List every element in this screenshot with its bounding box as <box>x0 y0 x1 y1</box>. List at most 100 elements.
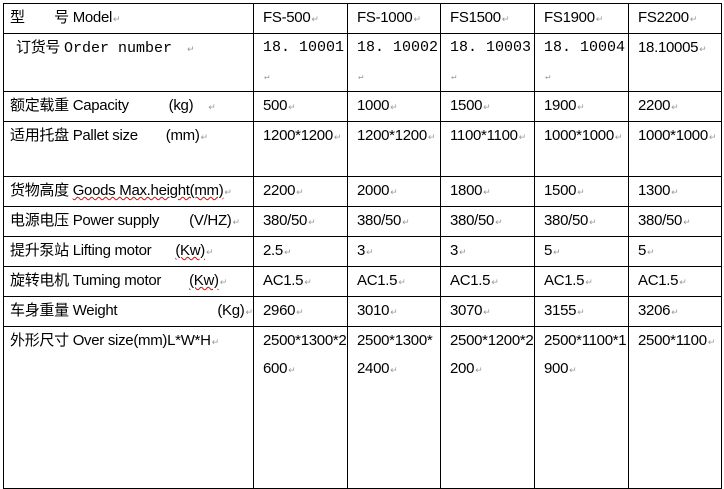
cell-fs1900: 1900 <box>534 91 629 122</box>
cell-fs1500: 3070 <box>440 296 535 327</box>
cell-value: 2960 <box>263 302 303 319</box>
label-unit: (Kw) <box>189 272 219 289</box>
cell-fs-500: 380/50 <box>253 206 348 237</box>
row-label: 型 号 Model <box>3 3 254 34</box>
table-row: 提升泵站 Lifting motor (Kw) 2.5 3 3 5 5 <box>3 236 722 267</box>
row-label: 订货号 Order number <box>3 33 254 92</box>
label-unit: (Kw) <box>175 242 205 259</box>
cell-value: 18. 10003 <box>450 39 531 84</box>
cell-fs-1000: 3010 <box>347 296 441 327</box>
cell-value: 3206 <box>638 302 678 319</box>
cell-fs-500: 18. 10001 <box>253 33 348 92</box>
cell-value: 2500*1100*1900 <box>544 332 627 377</box>
cell-fs-1000: 1000 <box>347 91 441 122</box>
label-en: Weight <box>72 302 118 319</box>
cell-fs2200: 380/50 <box>628 206 722 237</box>
cell-fs-1000: 18. 10002 <box>347 33 441 92</box>
row-label: 额定载重 Capacity (kg) <box>3 91 254 122</box>
cell-fs-1000: 1200*1200 <box>347 121 441 177</box>
label-cn: 适用托盘 <box>10 127 69 144</box>
label-cn: 外形尺寸 <box>10 332 69 349</box>
cell-value: FS1500 <box>450 9 509 26</box>
cell-value: 2.5 <box>263 242 291 259</box>
table-row: 型 号 Model FS-500 FS-1000 FS1500 FS1900 FS2200 <box>3 3 722 34</box>
label-en: Over size(mm)L*W*H <box>72 332 211 349</box>
row-label: 适用托盘 Pallet size (mm) <box>3 121 254 177</box>
cell-fs1500: 1800 <box>440 176 535 207</box>
cell-value: 380/50 <box>357 212 409 229</box>
label-cn: 车身重量 <box>10 302 69 319</box>
table-row: 外形尺寸 Over size(mm)L*W*H2500*1300*2600250… <box>3 326 722 489</box>
label-en: Capacity <box>72 97 129 114</box>
cell-fs1500: AC1.5 <box>440 266 535 297</box>
cell-value: 2500*1300*2600 <box>263 332 347 377</box>
cell-fs-500: FS-500 <box>253 3 348 34</box>
cell-fs-1000: FS-1000 <box>347 3 441 34</box>
cell-fs-1000: 3 <box>347 236 441 267</box>
label-en: Lifting motor <box>72 242 152 259</box>
table-row: 电源电压 Power supply (V/HZ) 380/50 380/50 380/5… <box>3 206 722 237</box>
cell-fs1500: FS1500 <box>440 3 535 34</box>
cell-fs-1000: 2500*1300*2400 <box>347 326 441 489</box>
label-unit: (kg) <box>168 97 194 114</box>
cell-fs1900: 1500 <box>534 176 629 207</box>
label-en: Order number <box>63 40 173 57</box>
cell-value: 1200*1200 <box>357 127 435 144</box>
cell-fs2200: 3206 <box>628 296 722 327</box>
cell-value: 500 <box>263 97 295 114</box>
cell-fs1900: 380/50 <box>534 206 629 237</box>
table-row: 额定载重 Capacity (kg) 500 1000 1500 1900 2200 <box>3 91 722 122</box>
cell-fs1500: 1500 <box>440 91 535 122</box>
cell-value: AC1.5 <box>263 272 311 289</box>
cell-fs-1000: 380/50 <box>347 206 441 237</box>
cell-fs2200: 1000*1000 <box>628 121 722 177</box>
cell-fs1900: 18. 10004 <box>534 33 629 92</box>
cell-value: 2200 <box>263 182 303 199</box>
cell-fs1900: 3155 <box>534 296 629 327</box>
cell-fs1500: 3 <box>440 236 535 267</box>
cell-value: 5 <box>638 242 654 259</box>
cell-value: FS2200 <box>638 9 697 26</box>
cell-fs1500: 2500*1200*2200 <box>440 326 535 489</box>
label-unit: (mm) <box>165 127 200 144</box>
label-cn: 订货号 <box>16 39 61 56</box>
cell-value: 3 <box>450 242 466 259</box>
cell-value: 2500*1100 <box>638 332 715 349</box>
cell-fs-500: 2.5 <box>253 236 348 267</box>
label-en: Goods Max.height(mm) <box>72 182 224 199</box>
label-cn: 电源电压 <box>10 212 69 229</box>
cell-value: 1800 <box>450 182 490 199</box>
cell-fs-500: 2200 <box>253 176 348 207</box>
cell-value: 1000*1000 <box>638 127 716 144</box>
label-en: Power supply <box>72 212 160 229</box>
row-label: 旋转电机 Tuming motor (Kw) <box>3 266 254 297</box>
cell-value: 1200*1200 <box>263 127 341 144</box>
cell-value: 380/50 <box>263 212 315 229</box>
cell-fs-500: 500 <box>253 91 348 122</box>
cell-value: AC1.5 <box>357 272 405 289</box>
cell-value: 18. 10001 <box>263 39 344 84</box>
spec-table: 型 号 Model FS-500 FS-1000 FS1500 FS1900 FS2200… <box>3 3 722 489</box>
label-cn: 型 号 <box>10 9 69 26</box>
table-row: 车身重量 Weight (Kg) 2960 3010 3070 3155 3206 <box>3 296 722 327</box>
cell-value: 18. 10002 <box>357 39 438 84</box>
cell-value: FS-500 <box>263 9 319 26</box>
cell-value: 18.10005 <box>638 39 706 56</box>
cell-fs1900: FS1900 <box>534 3 629 34</box>
cell-value: 1500 <box>450 97 490 114</box>
cell-fs1500: 18. 10003 <box>440 33 535 92</box>
cell-fs2200: 2200 <box>628 91 722 122</box>
cell-fs1900: AC1.5 <box>534 266 629 297</box>
cell-fs2200: 1300 <box>628 176 722 207</box>
label-cn: 提升泵站 <box>10 242 69 259</box>
table-row: 货物高度 Goods Max.height(mm) 2200 2000 1800 150… <box>3 176 722 207</box>
row-label: 车身重量 Weight (Kg) <box>3 296 254 327</box>
table-row: 旋转电机 Tuming motor (Kw) AC1.5 AC1.5 AC1.5 AC1.… <box>3 266 722 297</box>
label-cn: 货物高度 <box>10 182 69 199</box>
cell-fs2200: 18.10005 <box>628 33 722 92</box>
cell-value: 3 <box>357 242 373 259</box>
cell-value: 5 <box>544 242 560 259</box>
row-label: 提升泵站 Lifting motor (Kw) <box>3 236 254 267</box>
cell-value: 3070 <box>450 302 490 319</box>
table-row: 订货号 Order number18. 1000118. 1000218. 10… <box>3 33 722 92</box>
